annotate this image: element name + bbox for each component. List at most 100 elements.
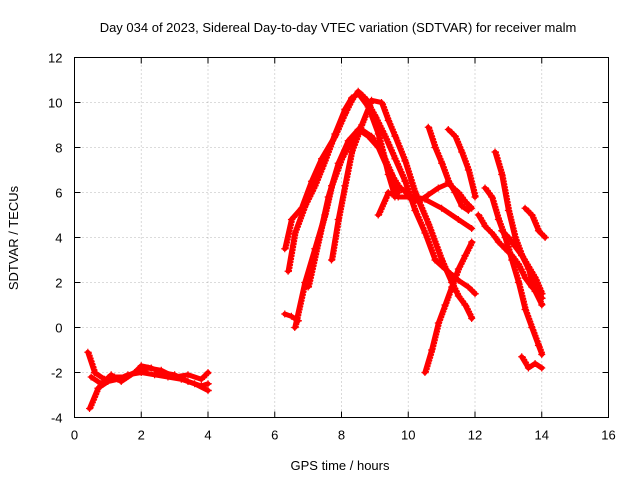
data-point	[341, 182, 349, 190]
data-point	[348, 148, 356, 156]
data-point	[404, 193, 412, 201]
data-point	[468, 238, 476, 246]
data-point	[381, 132, 389, 140]
data-point	[204, 380, 212, 388]
data-point	[287, 312, 295, 320]
data-point	[528, 211, 536, 219]
data-point	[424, 191, 432, 199]
data-point	[197, 375, 205, 383]
data-point	[374, 211, 382, 219]
data-point	[468, 315, 476, 322]
data-point	[454, 216, 462, 223]
data-point	[348, 94, 356, 102]
data-point	[538, 351, 546, 358]
data-point	[444, 126, 452, 133]
data-point	[464, 283, 472, 291]
data-point	[424, 220, 432, 228]
series-s15	[481, 184, 546, 358]
data-point	[321, 157, 329, 165]
data-point	[524, 265, 532, 273]
series-line-shadow	[427, 241, 476, 374]
data-point	[401, 177, 409, 185]
data-point	[411, 207, 419, 214]
data-point	[534, 342, 542, 349]
data-point	[538, 364, 546, 372]
series-line	[422, 239, 475, 375]
data-point	[541, 234, 549, 241]
data-point	[157, 366, 165, 374]
data-point	[107, 371, 115, 379]
data-point	[494, 238, 502, 246]
data-point	[331, 130, 339, 138]
x-axis-label: GPS time / hours	[291, 458, 390, 473]
data-point	[434, 184, 442, 192]
series-line	[522, 205, 548, 240]
y-tick-label: 4	[55, 231, 62, 246]
data-point	[374, 144, 382, 151]
data-point	[294, 317, 302, 325]
series-s13	[421, 238, 476, 376]
data-point	[284, 267, 292, 275]
data-point	[444, 177, 452, 185]
data-point	[461, 301, 469, 309]
data-point	[454, 292, 462, 300]
data-point	[431, 144, 439, 151]
data-point	[384, 117, 392, 124]
series-line-shadow	[497, 151, 546, 295]
y-tick-label: -4	[51, 411, 63, 426]
data-point	[424, 123, 432, 131]
y-tick-label: 8	[55, 141, 62, 156]
data-point	[281, 310, 289, 318]
series-s8	[281, 310, 302, 325]
data-point	[144, 364, 152, 372]
data-point	[504, 207, 512, 214]
series-line	[482, 185, 545, 357]
series-s11	[424, 123, 473, 214]
y-tick-label: 2	[55, 276, 62, 291]
x-axis-tick-labels: 0 2 4 6 8 10 12 14 16	[71, 428, 616, 443]
series-s18	[518, 353, 546, 372]
series-line	[519, 354, 545, 371]
data-point	[518, 252, 526, 259]
data-point	[518, 353, 526, 361]
data-point	[491, 148, 499, 156]
data-point	[521, 204, 529, 212]
data-point	[364, 132, 372, 140]
data-point	[291, 229, 299, 237]
x-tick-label: 8	[338, 428, 345, 443]
data-point	[521, 274, 529, 282]
data-point	[97, 380, 105, 388]
data-point	[508, 256, 516, 264]
data-point	[91, 369, 99, 376]
data-point	[358, 121, 366, 129]
data-point	[531, 360, 539, 367]
data-point	[421, 369, 429, 376]
data-point	[421, 229, 429, 237]
data-point	[384, 189, 392, 196]
data-point	[438, 159, 446, 167]
chart-title: Day 034 of 2023, Sidereal Day-to-day VTE…	[100, 20, 577, 35]
data-point	[87, 373, 95, 381]
data-point	[394, 182, 402, 190]
data-point	[454, 265, 462, 273]
tick-marks	[74, 57, 609, 418]
data-point	[171, 373, 179, 381]
x-tick-label: 0	[71, 428, 78, 443]
data-point	[448, 283, 456, 291]
data-point	[461, 252, 469, 259]
data-point	[438, 256, 446, 264]
series-line-shadow	[487, 187, 546, 356]
series-s12	[444, 126, 479, 201]
data-point	[468, 225, 476, 232]
x-tick-label: 2	[138, 428, 145, 443]
series-s17	[498, 227, 546, 309]
data-point	[411, 189, 419, 196]
data-point	[191, 380, 199, 388]
data-point	[481, 184, 489, 192]
data-point	[524, 364, 532, 372]
data-point	[471, 290, 479, 298]
data-point	[471, 193, 479, 201]
x-tick-label: 6	[271, 428, 278, 443]
data-point	[514, 279, 522, 286]
